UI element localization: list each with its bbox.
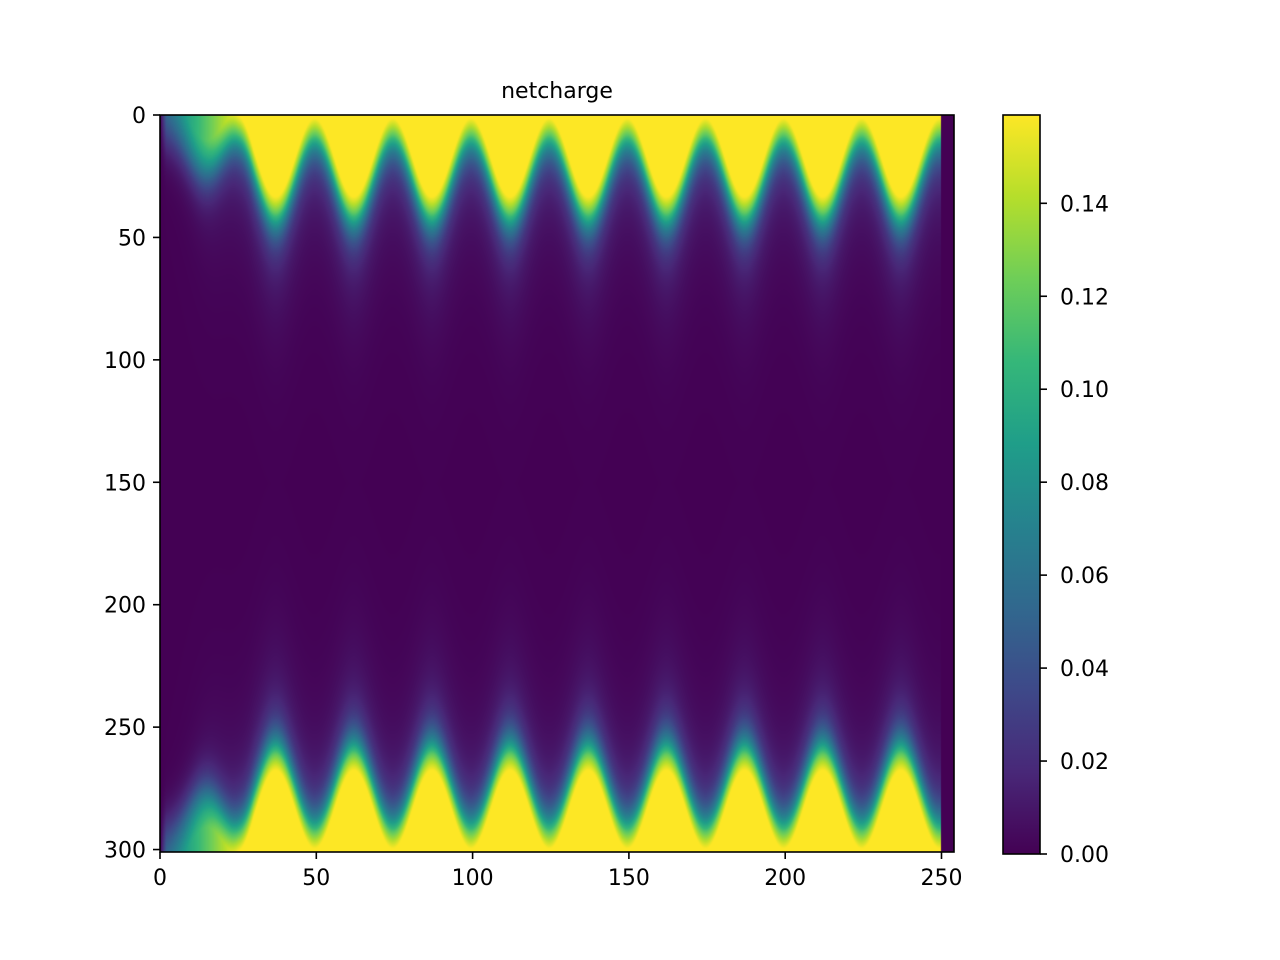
colorbar-tick-label: 0.06 bbox=[1060, 564, 1109, 589]
colorbar-tick-label: 0.08 bbox=[1060, 471, 1109, 496]
y-tick-label: 100 bbox=[104, 349, 146, 374]
colorbar-tick-label: 0.04 bbox=[1060, 657, 1109, 682]
y-tick-label: 200 bbox=[104, 594, 146, 619]
heatmap-image bbox=[160, 115, 954, 852]
colorbar-ticks: 0.00 0.02 0.04 0.06 0.08 0.10 0.12 0.14 bbox=[1040, 192, 1109, 868]
x-tick-label: 200 bbox=[764, 866, 806, 891]
heatmap-plot-area bbox=[159, 114, 955, 853]
y-axis-ticks: 0 50 100 150 200 250 300 bbox=[104, 104, 160, 864]
plot-frame bbox=[159, 114, 955, 853]
colorbar-tick-label: 0.00 bbox=[1060, 843, 1109, 868]
colorbar-gradient bbox=[1002, 114, 1041, 855]
y-tick-label: 300 bbox=[104, 839, 146, 864]
y-tick-label: 150 bbox=[104, 471, 146, 496]
colorbar-tick-label: 0.02 bbox=[1060, 750, 1109, 775]
y-tick-label: 0 bbox=[132, 104, 146, 129]
x-tick-label: 250 bbox=[920, 866, 962, 891]
x-axis-ticks: 0 50 100 150 200 250 bbox=[153, 852, 962, 891]
x-tick-label: 0 bbox=[153, 866, 167, 891]
y-tick-label: 50 bbox=[118, 226, 146, 251]
colorbar-tick-label: 0.14 bbox=[1060, 192, 1109, 217]
x-tick-label: 50 bbox=[302, 866, 330, 891]
chart-title: netcharge bbox=[501, 79, 613, 104]
y-tick-label: 250 bbox=[104, 716, 146, 741]
colorbar-tick-label: 0.12 bbox=[1060, 285, 1109, 310]
colorbar-tick-label: 0.10 bbox=[1060, 378, 1109, 403]
colorbar: 0.00 0.02 0.04 0.06 0.08 0.10 0.12 0.14 bbox=[1002, 114, 1109, 868]
x-tick-label: 150 bbox=[608, 866, 650, 891]
x-tick-label: 100 bbox=[452, 866, 494, 891]
